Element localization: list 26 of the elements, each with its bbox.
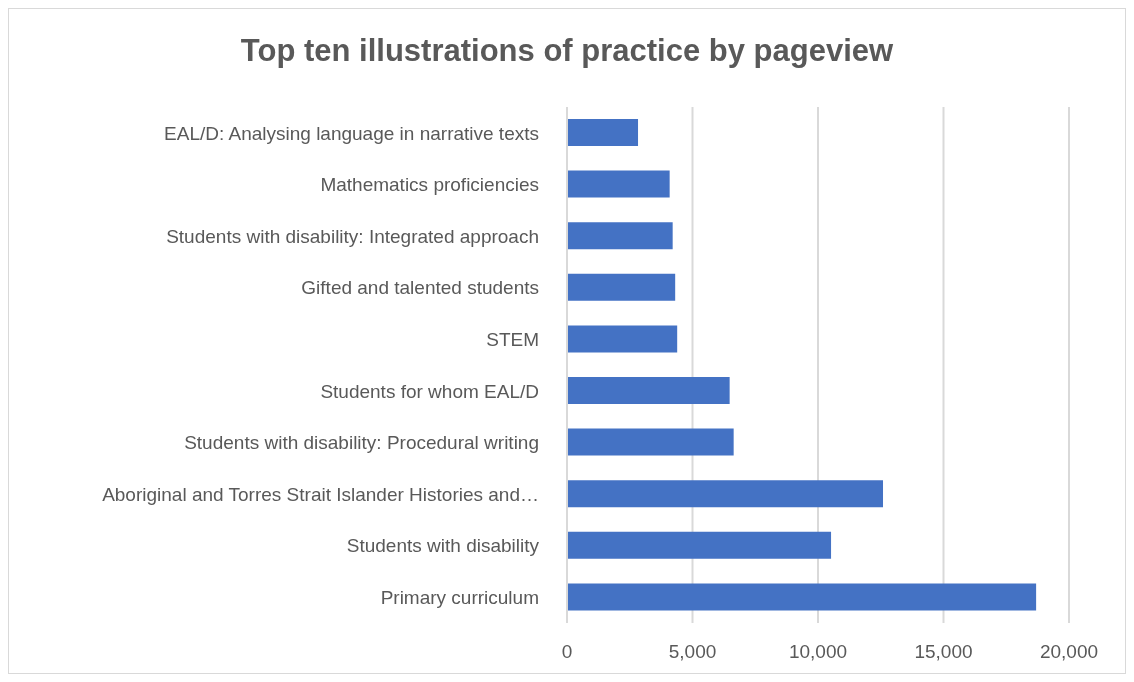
bar [567, 480, 884, 508]
bar [567, 583, 1037, 611]
x-tick-label: 0 [561, 641, 573, 663]
bar [567, 273, 676, 301]
y-tick-label: Mathematics proficiencies [320, 174, 539, 196]
y-tick-label: Students with disability: Integrated approach [166, 225, 539, 247]
y-tick-label: Students for whom EAL/D [320, 380, 539, 402]
x-tick-label: 15,000 [914, 641, 973, 663]
bar [567, 325, 678, 353]
bar [567, 119, 639, 146]
bar [567, 170, 670, 198]
y-tick-label: STEM [486, 328, 539, 350]
y-tick-label: Aboriginal and Torres Strait Islander Histories and… [102, 483, 539, 505]
y-tick-label: Students with disability: Procedural writing [184, 432, 539, 454]
y-tick-label: Students with disability [346, 535, 540, 557]
chart-title: Top ten illustrations of practice by pageview [239, 32, 895, 70]
x-tick-label: 5,000 [668, 641, 717, 663]
bar [567, 531, 832, 559]
x-tick-label: 20,000 [1039, 641, 1099, 663]
bar [567, 377, 730, 404]
bar [567, 222, 673, 250]
y-tick-label: Gifted and talented students [301, 277, 539, 299]
y-tick-label: Primary curriculum [380, 586, 539, 608]
bar [567, 428, 734, 456]
x-tick-label: 10,000 [788, 641, 848, 663]
y-tick-label: EAL/D: Analysing language in narrative texts [164, 122, 539, 144]
